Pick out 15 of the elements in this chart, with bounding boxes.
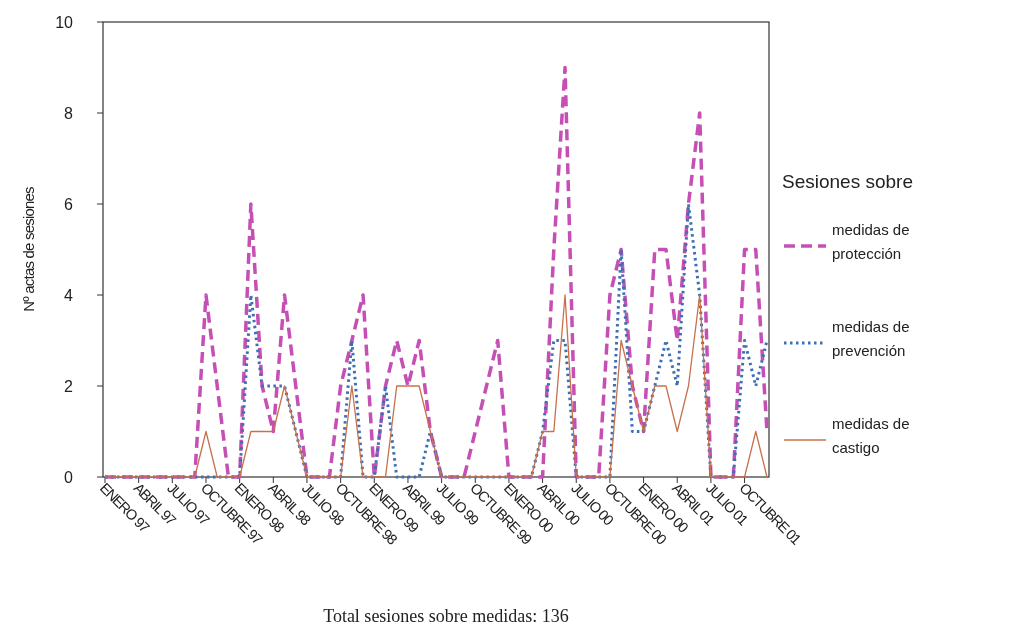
legend-label: medidas de protección	[832, 221, 910, 262]
line-series	[103, 65, 769, 479]
y-tick-label: 10	[55, 13, 74, 31]
line-series	[103, 202, 769, 479]
legend-label: medidas de prevención	[832, 318, 910, 359]
y-tick-label: 0	[64, 468, 74, 486]
legend-label: medidas de castigo	[832, 415, 910, 456]
y-tick-label: 2	[64, 377, 74, 395]
text: Total sesiones sobre medidas: 136	[323, 606, 569, 626]
legend-title: Sesiones sobre	[782, 171, 913, 192]
y-axis-title: Nº actas de sesiones	[20, 186, 37, 312]
y-tick-label: 4	[64, 286, 74, 304]
y-tick-label: 8	[64, 104, 74, 122]
line-series	[104, 294, 768, 478]
y-tick-label: 6	[64, 195, 74, 213]
